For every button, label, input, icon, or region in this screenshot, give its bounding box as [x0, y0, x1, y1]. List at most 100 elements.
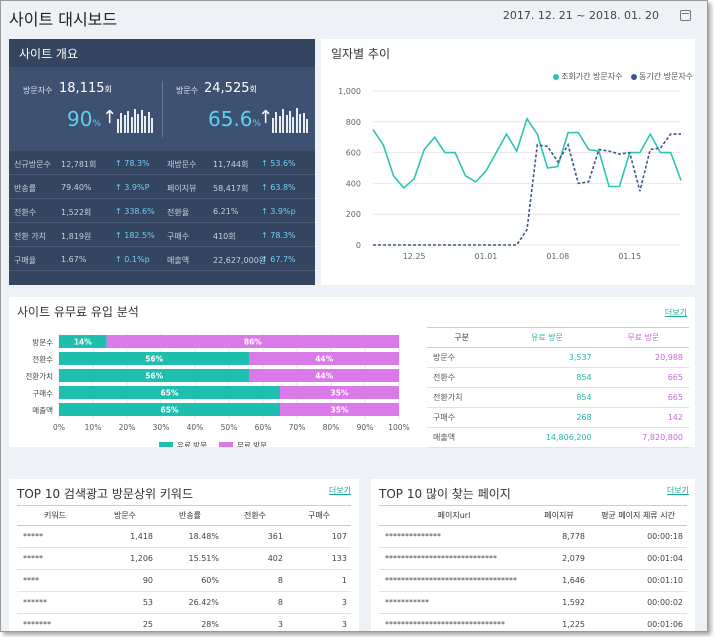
row-label: 매출액: [427, 427, 497, 448]
paid-value: 854: [496, 367, 598, 388]
visitors-value: 18,115회: [59, 81, 112, 96]
sparkline-bar: [123, 115, 126, 133]
metric-change: ↑ 0.1%p: [115, 255, 150, 264]
page-header: 사이트 대시보드 2017. 12. 21 ~ 2018. 01. 20: [1, 1, 707, 31]
paid-free-bar-chart: 0% 10% 20% 30% 40% 50% 60% 70% 80% 90% 100% 방문수 14% 8…: [25, 333, 410, 447]
category-label: 전환가치: [25, 371, 53, 381]
bar-segment-paid[interactable]: [59, 403, 280, 416]
metric-value: 6.21%: [213, 207, 239, 216]
pages-table: 페이지url 페이지뷰 평균 페이지 체류 시간 ************** 8…: [379, 505, 687, 631]
keyword-cell: ******: [17, 591, 93, 614]
metric-change: ↑ 78.3%: [115, 159, 150, 168]
bar-segment-paid[interactable]: [59, 335, 107, 348]
table-row: 방문수 3,537 20,988: [427, 347, 689, 368]
value-cell: 26.42%: [157, 591, 223, 614]
date-range[interactable]: 2017. 12. 21 ~ 2018. 01. 20: [502, 9, 659, 22]
table-row[interactable]: *********** 1,592 00:00:02: [379, 591, 687, 614]
table-row[interactable]: ********************************* 1,646 00…: [379, 569, 687, 592]
value-cell: 8: [223, 569, 287, 592]
table-row[interactable]: ************** 8,778 00:00:18: [379, 525, 687, 548]
y-tick-label: 400: [346, 179, 361, 188]
legend-label[interactable]: 유료 방문: [177, 440, 207, 447]
analysis-more-link[interactable]: 더보기: [664, 308, 687, 317]
x-tick-label: 20%: [119, 423, 136, 432]
x-tick-label: 0%: [53, 423, 65, 432]
bar-value-label: 44%: [315, 372, 333, 381]
column-header: 반송률: [157, 505, 223, 526]
table-row[interactable]: ***** 1,418 18.48% 361 107: [17, 525, 351, 548]
table-row: 전환가치 854 665: [427, 387, 689, 408]
overview-metric-rows: 신규방문수 12,781회 ↑ 78.3% 재방문수 11,744회 ↑ 53.6% 반송률…: [9, 151, 315, 271]
x-tick-label: 40%: [187, 423, 204, 432]
keyword-cell: *****: [17, 525, 93, 548]
table-row[interactable]: ******* 25 28% 3 3: [17, 613, 351, 631]
x-tick-label: 50%: [221, 423, 238, 432]
value-cell: 402: [223, 547, 287, 570]
legend-label-compare[interactable]: 동기간 방문자수: [638, 72, 694, 81]
metric-change: ↑ 3.9%p: [261, 207, 296, 216]
column-header: 페이지뷰: [529, 505, 589, 526]
paid-value: 268: [496, 407, 598, 428]
sparkline-bar: [151, 118, 153, 133]
series-line-1[interactable]: [373, 133, 681, 246]
table-header-row: 키워드 방문수 반송률 전환수 구매수: [17, 505, 351, 526]
overview-title: 사이트 개요: [19, 47, 79, 61]
y-tick-label: 1,000: [338, 87, 361, 96]
metric-value: 12,781회: [61, 160, 97, 169]
bar-value-label: 56%: [145, 372, 163, 381]
bar-segment-free[interactable]: [106, 335, 399, 348]
bar-segment-free[interactable]: [280, 386, 399, 399]
sparkline-bar: [127, 111, 130, 133]
sparkline-bar: [130, 117, 133, 133]
table-row[interactable]: ****** 53 26.42% 8 3: [17, 591, 351, 614]
sparkline-bar: [147, 112, 150, 133]
sparkline-bar: [120, 113, 123, 133]
bar-value-label: 65%: [161, 389, 179, 398]
value-cell: 8,778: [529, 525, 589, 548]
table-row[interactable]: ***** 1,206 15.51% 402 133: [17, 547, 351, 570]
legend-label-period[interactable]: 조회기간 방문자수: [561, 72, 623, 81]
free-value: 7,820,800: [597, 427, 689, 448]
legend-label[interactable]: 무료 방문: [237, 440, 267, 447]
bar-segment-paid[interactable]: [59, 369, 250, 382]
daily-trend-panel: 일자별 추이 조회기간 방문자수 동기간 방문자수 0 200 400 600 800 1…: [321, 39, 695, 285]
pages-more-link[interactable]: 더보기: [666, 486, 689, 495]
page-url-cell: ***********: [379, 591, 529, 614]
metric-label: 전환수: [14, 208, 37, 217]
sparkline-bar: [144, 116, 147, 133]
column-header: 방문수: [93, 505, 157, 526]
row-label: 전환가치: [427, 387, 497, 408]
sparkline-bar: [134, 109, 136, 133]
bar-segment-paid[interactable]: [59, 386, 280, 399]
bar-segment-free[interactable]: [280, 403, 399, 416]
visitors-label: 방문자수: [23, 86, 53, 95]
paid-value: 854: [496, 387, 598, 408]
column-header: 평균 페이지 체류 시간: [589, 505, 687, 526]
row-label: 방문수: [427, 347, 497, 368]
table-row[interactable]: **************************** 2,079 00:01:0…: [379, 547, 687, 570]
site-overview-panel: 사이트 개요 방문자수 18,115회 90% ↑ 방문수 24,525회 65…: [9, 39, 315, 285]
overview-highlights: 방문자수 18,115회 90% ↑ 방문수 24,525회 65.6% ↑: [9, 67, 315, 151]
calendar-icon[interactable]: [680, 10, 691, 21]
metric-label: 전환 가치: [14, 232, 46, 241]
keyword-cell: ****: [17, 569, 93, 592]
sparkline-bar: [275, 112, 278, 133]
overview-row: 전환 가치 1,819원 ↑ 182.5% 구매수 410회 ↑ 78.3%: [9, 223, 315, 247]
table-row[interactable]: ****************************** 1,225 00:01…: [379, 613, 687, 631]
free-value: 20,988: [597, 347, 689, 368]
bar-segment-free[interactable]: [249, 352, 399, 365]
y-tick-label: 200: [346, 210, 361, 219]
metric-value: 22,627,000원: [213, 256, 267, 265]
column-header: 전환수: [223, 505, 287, 526]
metric-label: 반송률: [14, 184, 37, 193]
value-cell: 361: [223, 525, 287, 548]
series-line-0[interactable]: [372, 116, 682, 190]
sparkline-bar: [117, 119, 119, 133]
keywords-more-link[interactable]: 더보기: [328, 486, 351, 495]
bar-segment-paid[interactable]: [59, 352, 250, 365]
analysis-table: 구분 유료 방문 무료 방문 방문수 3,537 20,988 전환수 854 665 전환…: [427, 327, 689, 448]
table-row[interactable]: **** 90 60% 8 1: [17, 569, 351, 592]
column-header: 유료 방문: [496, 327, 598, 348]
row-label: 전환수: [427, 367, 497, 388]
bar-segment-free[interactable]: [249, 369, 399, 382]
